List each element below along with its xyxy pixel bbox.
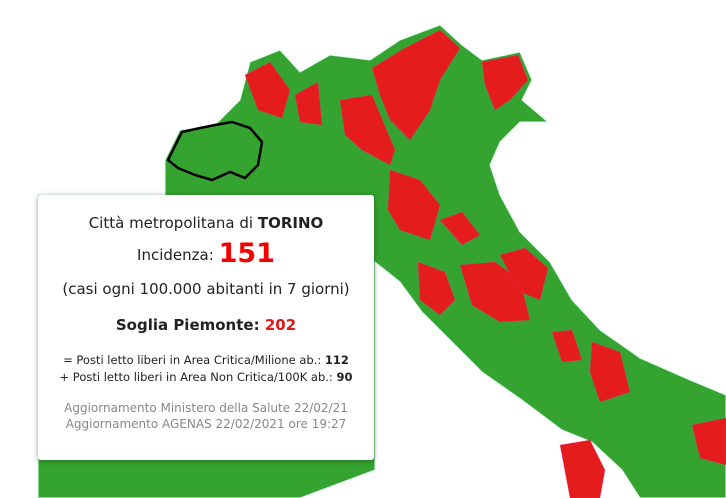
province[interactable] — [244, 61, 291, 119]
province[interactable] — [439, 211, 481, 246]
province[interactable] — [589, 341, 631, 403]
province[interactable] — [551, 329, 583, 363]
threshold-line: Soglia Piemonte: 202 — [115, 316, 297, 334]
province[interactable] — [691, 417, 726, 466]
update-agenas: Aggiornamento AGENAS 22/02/2021 ore 19:2… — [65, 417, 347, 431]
noncritical-beds-line: + Posti letto liberi in Area Non Critica… — [59, 370, 353, 384]
province[interactable] — [499, 247, 549, 301]
province[interactable] — [481, 54, 529, 111]
update-info: Aggiornamento Ministero della Salute 22/… — [38, 400, 374, 432]
incidence-value: 151 — [218, 238, 275, 269]
threshold-value: 202 — [264, 316, 297, 334]
critical-beds-line: = Posti letto liberi in Area Critica/Mil… — [63, 353, 349, 367]
province[interactable] — [294, 81, 323, 126]
province[interactable] — [417, 261, 456, 316]
province-tooltip: Città metropolitana di TORINO Incidenza:… — [38, 195, 374, 460]
update-ministry: Aggiornamento Ministero della Salute 22/… — [64, 401, 348, 415]
above-threshold-provinces — [244, 29, 726, 498]
province[interactable] — [559, 439, 606, 498]
selected-province-torino[interactable] — [166, 120, 264, 182]
incidence-note: (casi ogni 100.000 abitanti in 7 giorni) — [62, 280, 350, 298]
area-title: Città metropolitana di TORINO — [88, 214, 324, 232]
province[interactable] — [339, 94, 396, 166]
province[interactable] — [387, 169, 441, 241]
incidence-line: Incidenza: 151 — [137, 238, 275, 269]
province[interactable] — [371, 29, 461, 141]
area-name: TORINO — [257, 214, 324, 232]
